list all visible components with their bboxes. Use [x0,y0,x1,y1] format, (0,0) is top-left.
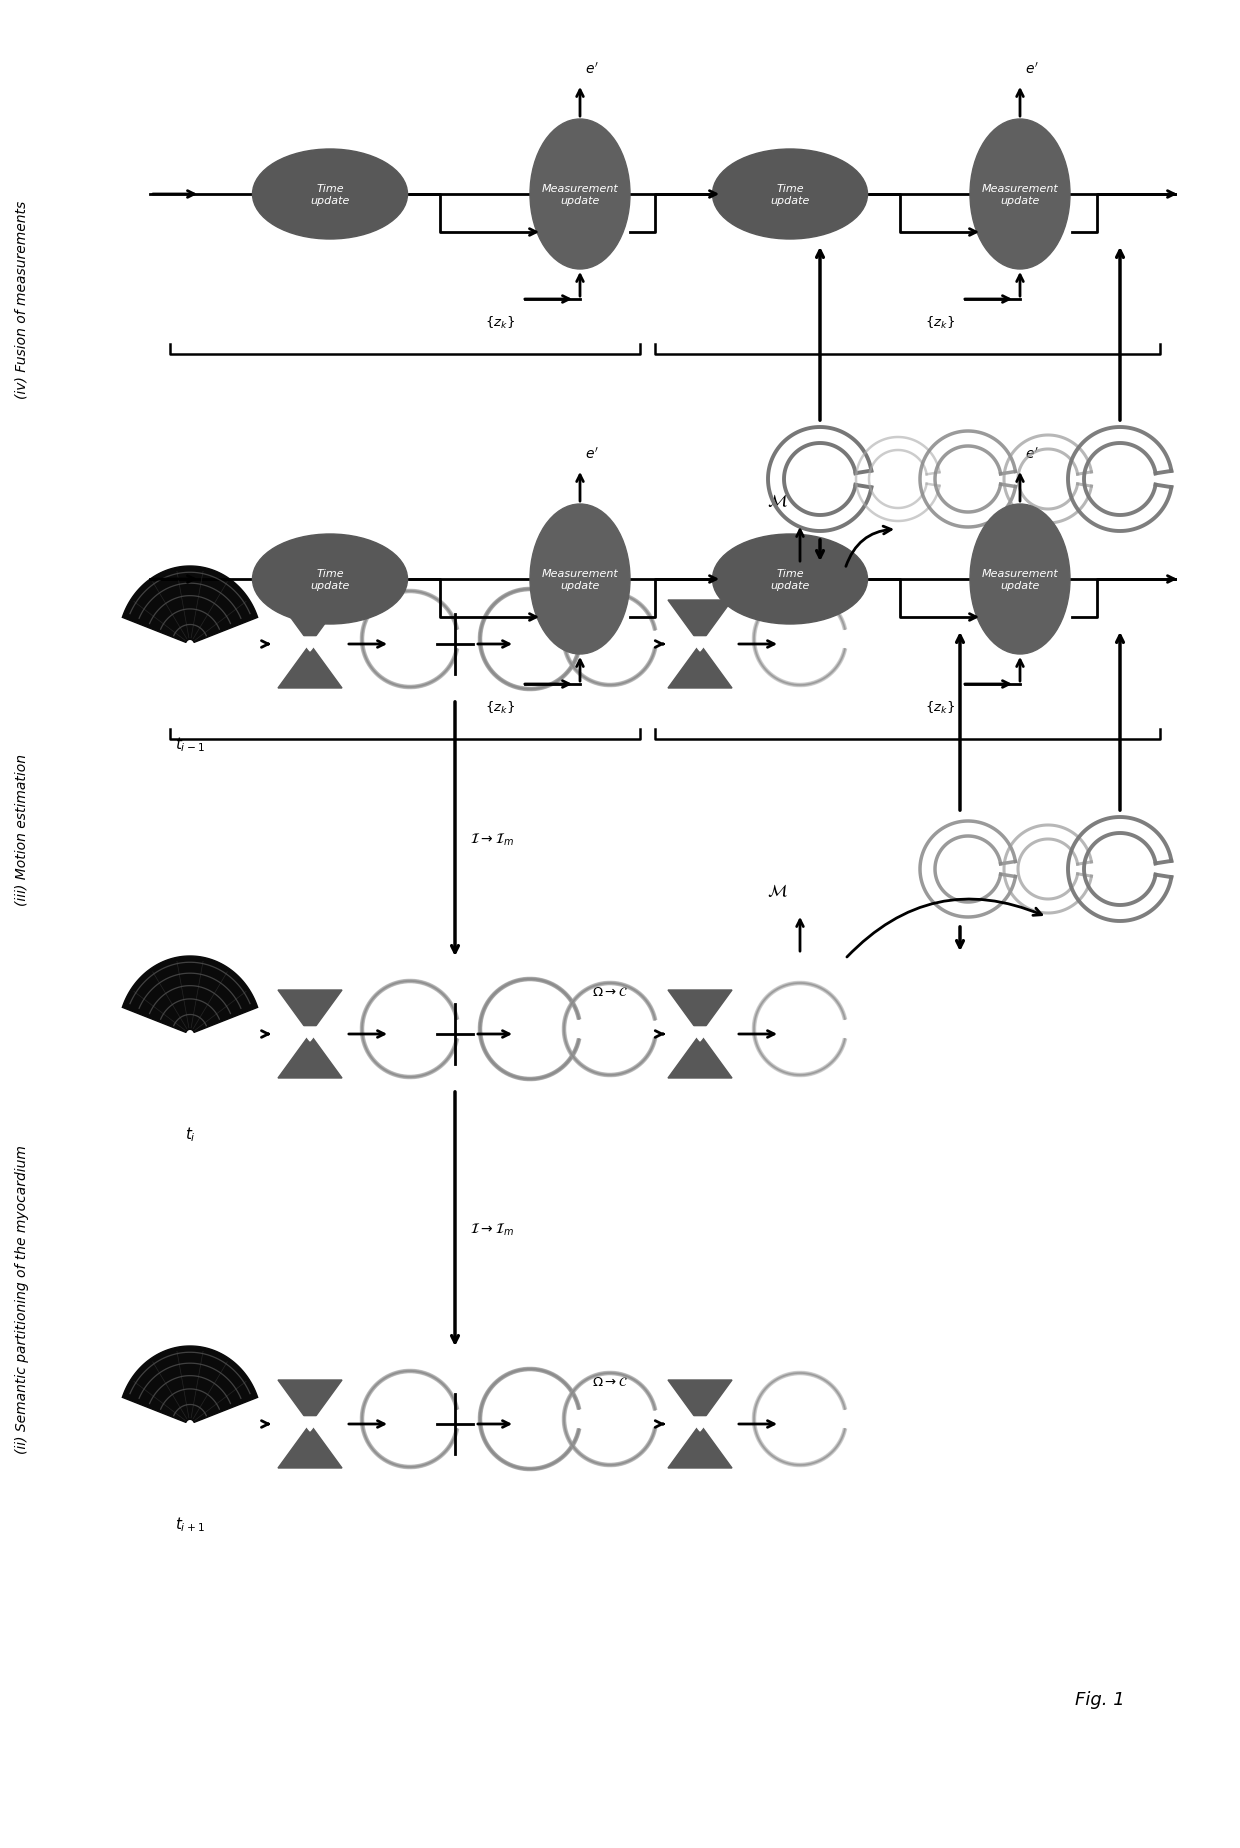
Text: $t_{i-1}$: $t_{i-1}$ [175,736,205,754]
Text: $e'$: $e'$ [585,447,599,462]
Ellipse shape [713,150,868,240]
Ellipse shape [713,534,868,625]
Text: $t_{i+1}$: $t_{i+1}$ [175,1514,205,1532]
Polygon shape [123,957,258,1033]
Polygon shape [668,1380,732,1467]
Ellipse shape [970,120,1070,270]
Polygon shape [668,991,732,1079]
Text: Measurement
update: Measurement update [982,569,1059,591]
Polygon shape [123,567,258,643]
Polygon shape [668,601,732,689]
Text: Measurement
update: Measurement update [982,185,1059,205]
Text: Measurement
update: Measurement update [542,569,619,591]
Polygon shape [689,638,711,652]
Text: $\{z_k\}$: $\{z_k\}$ [485,314,515,331]
Polygon shape [299,1417,321,1430]
Ellipse shape [529,505,630,654]
Ellipse shape [253,150,408,240]
Text: Time
update: Time update [770,569,810,591]
Text: $\Omega \to \mathcal{C}$: $\Omega \to \mathcal{C}$ [591,595,629,608]
Text: Fig. 1: Fig. 1 [1075,1691,1125,1708]
Text: $\Omega \to \mathcal{C}$: $\Omega \to \mathcal{C}$ [591,985,629,998]
Polygon shape [123,1347,258,1423]
Ellipse shape [970,505,1070,654]
Text: $\{z_k\}$: $\{z_k\}$ [925,314,955,331]
Text: $\mathcal{M}$: $\mathcal{M}$ [766,881,787,900]
Text: $\mathcal{I} \to \mathcal{I}_m$: $\mathcal{I} \to \mathcal{I}_m$ [470,1222,513,1238]
Text: $e'$: $e'$ [1025,61,1039,78]
Text: Time
update: Time update [770,185,810,205]
Text: $\Omega \to \mathcal{C}$: $\Omega \to \mathcal{C}$ [591,1375,629,1388]
Polygon shape [278,601,342,689]
Polygon shape [299,638,321,652]
Polygon shape [278,991,342,1079]
Ellipse shape [253,534,408,625]
Text: $t_i$: $t_i$ [185,1124,196,1144]
Text: $\{z_k\}$: $\{z_k\}$ [925,700,955,715]
Polygon shape [299,1027,321,1042]
Text: $e'$: $e'$ [585,61,599,78]
Text: (ii) Semantic partitioning of the myocardium: (ii) Semantic partitioning of the myocar… [15,1146,29,1454]
Text: $\mathcal{M}$: $\mathcal{M}$ [766,492,787,510]
Text: Time
update: Time update [310,569,350,591]
Ellipse shape [529,120,630,270]
Text: (iv) Fusion of measurements: (iv) Fusion of measurements [15,201,29,399]
Polygon shape [278,1380,342,1467]
Text: (iii) Motion estimation: (iii) Motion estimation [15,754,29,906]
Text: Measurement
update: Measurement update [542,185,619,205]
Text: $\{z_k\}$: $\{z_k\}$ [485,700,515,715]
Text: $\mathcal{I} \to \mathcal{I}_m$: $\mathcal{I} \to \mathcal{I}_m$ [470,832,513,848]
Polygon shape [689,1027,711,1042]
Polygon shape [689,1417,711,1430]
Text: Time
update: Time update [310,185,350,205]
Text: $e'$: $e'$ [1025,447,1039,462]
